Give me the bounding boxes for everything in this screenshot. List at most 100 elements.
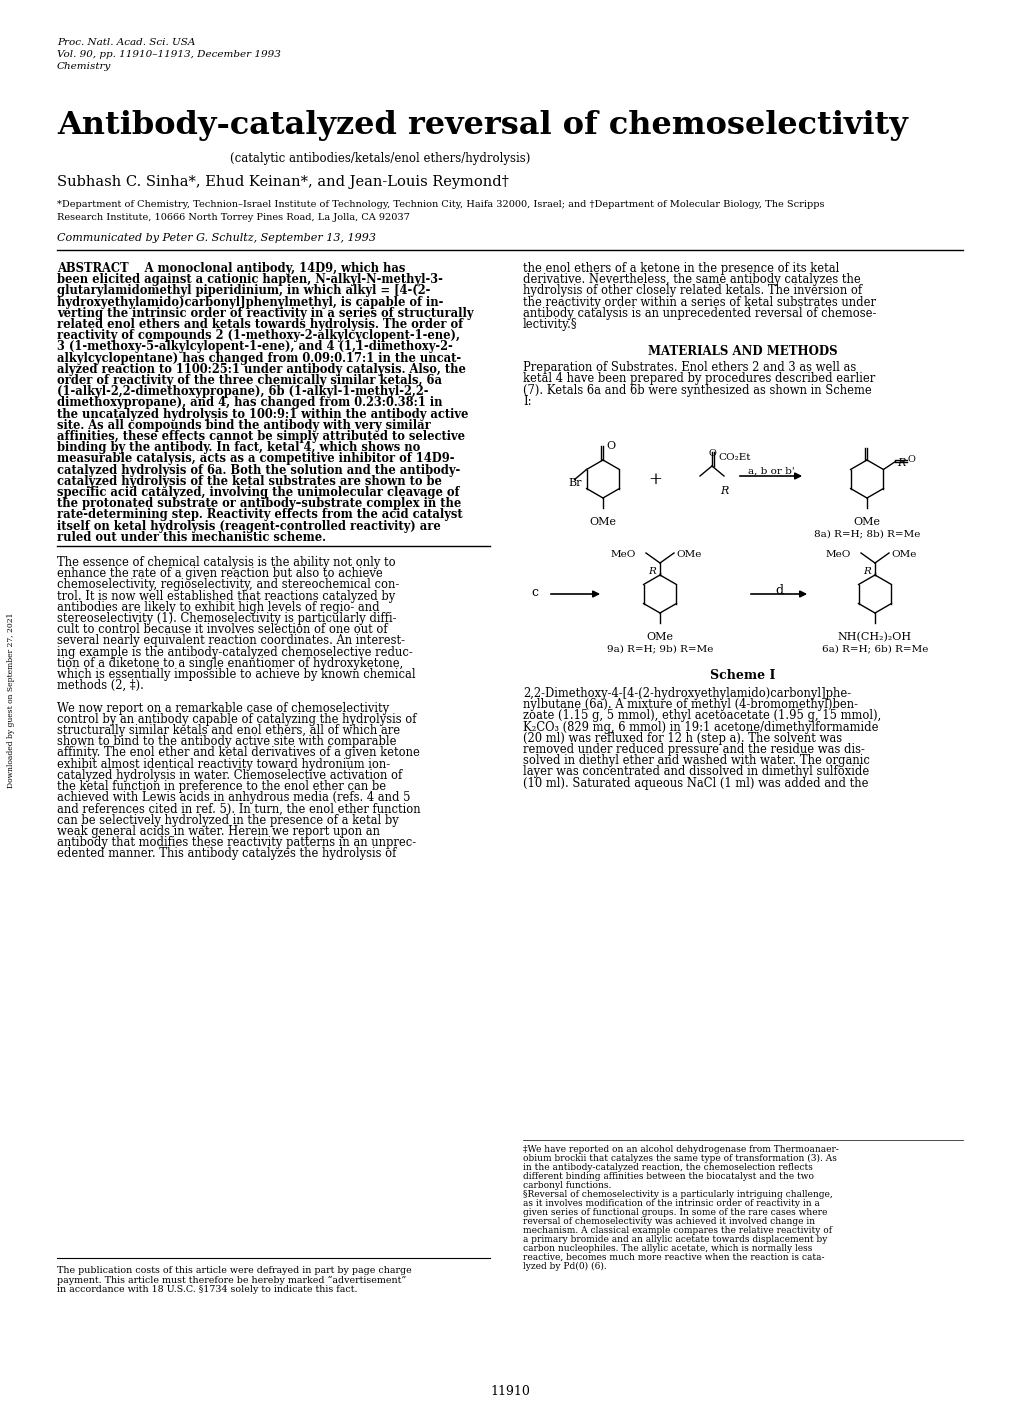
Text: achieved with Lewis acids in anhydrous media (refs. 4 and 5: achieved with Lewis acids in anhydrous m… <box>57 791 410 805</box>
Text: The publication costs of this article were defrayed in part by page charge: The publication costs of this article we… <box>57 1266 412 1274</box>
Text: reactive, becomes much more reactive when the reaction is cata-: reactive, becomes much more reactive whe… <box>523 1253 823 1262</box>
Text: (20 ml) was refluxed for 12 h (step a). The solvent was: (20 ml) was refluxed for 12 h (step a). … <box>523 732 842 744</box>
Text: d: d <box>774 585 783 597</box>
Text: The essence of chemical catalysis is the ability not only to: The essence of chemical catalysis is the… <box>57 557 395 569</box>
Text: 6a) R=H; 6b) R=Me: 6a) R=H; 6b) R=Me <box>821 644 927 653</box>
Text: OMe: OMe <box>589 517 615 527</box>
Text: site. As all compounds bind the antibody with very similar: site. As all compounds bind the antibody… <box>57 419 430 432</box>
Text: catalyzed hydrolysis of 6a. Both the solution and the antibody-: catalyzed hydrolysis of 6a. Both the sol… <box>57 464 460 477</box>
Text: affinity. The enol ether and ketal derivatives of a given ketone: affinity. The enol ether and ketal deriv… <box>57 746 420 760</box>
Text: 11910: 11910 <box>489 1385 530 1398</box>
Text: catalyzed hydrolysis of the ketal substrates are shown to be: catalyzed hydrolysis of the ketal substr… <box>57 475 441 488</box>
Text: the uncatalyzed hydrolysis to 100:9:1 within the antibody active: the uncatalyzed hydrolysis to 100:9:1 wi… <box>57 408 468 421</box>
Text: Scheme I: Scheme I <box>709 669 774 681</box>
Text: (1-alkyl-2,2-dimethoxypropane), 6b (1-alkyl-1-methyl-2,2-: (1-alkyl-2,2-dimethoxypropane), 6b (1-al… <box>57 386 428 398</box>
Text: tion of a diketone to a single enantiomer of hydroxyketone,: tion of a diketone to a single enantiome… <box>57 656 403 670</box>
Text: itself on ketal hydrolysis (reagent-controlled reactivity) are: itself on ketal hydrolysis (reagent-cont… <box>57 520 440 533</box>
Text: c: c <box>531 586 538 599</box>
Text: and references cited in ref. 5). In turn, the enol ether function: and references cited in ref. 5). In turn… <box>57 802 420 816</box>
Text: O: O <box>605 442 614 451</box>
Text: Communicated by Peter G. Schultz, September 13, 1993: Communicated by Peter G. Schultz, Septem… <box>57 233 376 243</box>
Text: ing example is the antibody-catalyzed chemoselective reduc-: ing example is the antibody-catalyzed ch… <box>57 645 413 659</box>
Text: layer was concentrated and dissolved in dimethyl sulfoxide: layer was concentrated and dissolved in … <box>523 765 868 778</box>
Text: affinities, these effects cannot be simply attributed to selective: affinities, these effects cannot be simp… <box>57 430 465 443</box>
Text: 8a) R=H; 8b) R=Me: 8a) R=H; 8b) R=Me <box>813 529 919 538</box>
Text: a, b or b': a, b or b' <box>747 467 794 477</box>
Text: lyzed by Pd(0) (6).: lyzed by Pd(0) (6). <box>523 1262 606 1272</box>
Text: (7). Ketals 6a and 6b were synthesized as shown in Scheme: (7). Ketals 6a and 6b were synthesized a… <box>523 384 871 397</box>
Text: stereoselectivity (1). Chemoselectivity is particularly diffi-: stereoselectivity (1). Chemoselectivity … <box>57 613 396 625</box>
Text: given series of functional groups. In some of the rare cases where: given series of functional groups. In so… <box>523 1209 826 1217</box>
Text: trol. It is now well established that reactions catalyzed by: trol. It is now well established that re… <box>57 590 395 603</box>
Text: OMe: OMe <box>646 632 673 642</box>
Text: structurally similar ketals and enol ethers, all of which are: structurally similar ketals and enol eth… <box>57 723 399 737</box>
Text: 3 (1-methoxy-5-alkylcylopent-1-ene), and 4 (1,1-dimethoxy-2-: 3 (1-methoxy-5-alkylcylopent-1-ene), and… <box>57 341 452 353</box>
Text: control by an antibody capable of catalyzing the hydrolysis of: control by an antibody capable of cataly… <box>57 712 416 726</box>
Text: exhibit almost identical reactivity toward hydronium ion-: exhibit almost identical reactivity towa… <box>57 757 389 771</box>
Text: measurable catalysis, acts as a competitive inhibitor of 14D9-: measurable catalysis, acts as a competit… <box>57 453 454 465</box>
Text: several nearly equivalent reaction coordinates. An interest-: several nearly equivalent reaction coord… <box>57 634 405 648</box>
Text: Proc. Natl. Acad. Sci. USA: Proc. Natl. Acad. Sci. USA <box>57 38 196 48</box>
Text: dimethoxypropane), and 4, has changed from 0.23:0.38:1 in: dimethoxypropane), and 4, has changed fr… <box>57 397 442 409</box>
Text: the enol ethers of a ketone in the presence of its ketal: the enol ethers of a ketone in the prese… <box>523 262 839 275</box>
Text: a primary bromide and an allylic acetate towards displacement by: a primary bromide and an allylic acetate… <box>523 1235 826 1244</box>
Text: reversal of chemoselectivity was achieved it involved change in: reversal of chemoselectivity was achieve… <box>523 1217 814 1225</box>
Text: shown to bind to the antibody active site with comparable: shown to bind to the antibody active sit… <box>57 735 396 749</box>
Text: +: + <box>647 471 661 488</box>
Text: Preparation of Substrates. Enol ethers 2 and 3 as well as: Preparation of Substrates. Enol ethers 2… <box>523 362 855 374</box>
Text: order of reactivity of the three chemically similar ketals, 6a: order of reactivity of the three chemica… <box>57 374 441 387</box>
Text: binding by the antibody. In fact, ketal 4, which shows no: binding by the antibody. In fact, ketal … <box>57 442 420 454</box>
Text: OMe: OMe <box>891 550 915 559</box>
Text: been elicited against a cationic hapten, N-alkyl-N-methyl-3-: been elicited against a cationic hapten,… <box>57 273 442 286</box>
Text: alyzed reaction to 1100:25:1 under antibody catalysis. Also, the: alyzed reaction to 1100:25:1 under antib… <box>57 363 466 376</box>
Text: rate-determining step. Reactivity effects from the acid catalyst: rate-determining step. Reactivity effect… <box>57 509 463 522</box>
Text: (catalytic antibodies/ketals/enol ethers/hydrolysis): (catalytic antibodies/ketals/enol ethers… <box>229 151 530 165</box>
Text: *Department of Chemistry, Technion–Israel Institute of Technology, Technion City: *Department of Chemistry, Technion–Israe… <box>57 200 823 209</box>
Text: Subhash C. Sinha*, Ehud Keinan*, and Jean-Louis Reymond†: Subhash C. Sinha*, Ehud Keinan*, and Jea… <box>57 175 508 189</box>
Text: the ketal function in preference to the enol ether can be: the ketal function in preference to the … <box>57 780 386 794</box>
Text: nylbutane (6a). A mixture of methyl (4-bromomethyl)ben-: nylbutane (6a). A mixture of methyl (4-b… <box>523 698 857 711</box>
Text: removed under reduced pressure and the residue was dis-: removed under reduced pressure and the r… <box>523 743 864 756</box>
Text: §Reversal of chemoselectivity is a particularly intriguing challenge,: §Reversal of chemoselectivity is a parti… <box>523 1190 832 1199</box>
Text: hydrolysis of other closely related ketals. The inversion of: hydrolysis of other closely related keta… <box>523 285 861 297</box>
Text: catalyzed hydrolysis in water. Chemoselective activation of: catalyzed hydrolysis in water. Chemosele… <box>57 768 401 782</box>
Text: ruled out under this mechanistic scheme.: ruled out under this mechanistic scheme. <box>57 531 326 544</box>
Text: related enol ethers and ketals towards hydrolysis. The order of: related enol ethers and ketals towards h… <box>57 318 463 331</box>
Text: obium brockii that catalyzes the same type of transformation (3). As: obium brockii that catalyzes the same ty… <box>523 1154 836 1164</box>
Text: NH(CH₂)₂OH: NH(CH₂)₂OH <box>838 632 911 642</box>
Text: which is essentially impossible to achieve by known chemical: which is essentially impossible to achie… <box>57 667 415 681</box>
Text: (10 ml). Saturated aqueous NaCl (1 ml) was added and the: (10 ml). Saturated aqueous NaCl (1 ml) w… <box>523 777 867 789</box>
Text: alkylcyclopentane) has changed from 0.09:0.17:1 in the uncat-: alkylcyclopentane) has changed from 0.09… <box>57 352 461 365</box>
Text: payment. This article must therefore be hereby marked “advertisement”: payment. This article must therefore be … <box>57 1276 406 1284</box>
Text: mechanism. A classical example compares the relative reactivity of: mechanism. A classical example compares … <box>523 1225 832 1235</box>
Text: R: R <box>719 486 728 496</box>
Text: ketal 4 have been prepared by procedures described earlier: ketal 4 have been prepared by procedures… <box>523 373 874 386</box>
Text: MeO: MeO <box>824 550 850 559</box>
Text: Vol. 90, pp. 11910–11913, December 1993: Vol. 90, pp. 11910–11913, December 1993 <box>57 50 280 59</box>
Text: specific acid catalyzed, involving the unimolecular cleavage of: specific acid catalyzed, involving the u… <box>57 486 459 499</box>
Text: O: O <box>707 449 715 458</box>
Text: antibodies are likely to exhibit high levels of regio- and: antibodies are likely to exhibit high le… <box>57 601 379 614</box>
Text: Downloaded by guest on September 27, 2021: Downloaded by guest on September 27, 202… <box>7 613 15 788</box>
Text: hydroxyethylamido)carbonyl]phenylmethyl, is capable of in-: hydroxyethylamido)carbonyl]phenylmethyl,… <box>57 296 443 308</box>
Text: the protonated substrate or antibody–substrate complex in the: the protonated substrate or antibody–sub… <box>57 498 461 510</box>
Text: 9a) R=H; 9b) R=Me: 9a) R=H; 9b) R=Me <box>606 644 712 653</box>
Text: ‡We have reported on an alcohol dehydrogenase from Thermoanaer-: ‡We have reported on an alcohol dehydrog… <box>523 1145 838 1154</box>
Text: R: R <box>897 457 905 467</box>
Text: chemoselectivity, regioselectivity, and stereochemical con-: chemoselectivity, regioselectivity, and … <box>57 579 398 592</box>
Text: antibody catalysis is an unprecedented reversal of chemose-: antibody catalysis is an unprecedented r… <box>523 307 875 320</box>
Text: Antibody-catalyzed reversal of chemoselectivity: Antibody-catalyzed reversal of chemosele… <box>57 109 907 142</box>
Text: CO₂Et: CO₂Et <box>717 453 750 463</box>
Text: Chemistry: Chemistry <box>57 62 111 72</box>
Text: as it involves modification of the intrinsic order of reactivity in a: as it involves modification of the intri… <box>523 1199 819 1209</box>
Text: MeO: MeO <box>610 550 636 559</box>
Text: carbon nucleophiles. The allylic acetate, which is normally less: carbon nucleophiles. The allylic acetate… <box>523 1244 811 1253</box>
Text: carbonyl functions.: carbonyl functions. <box>523 1180 610 1190</box>
Text: R: R <box>647 566 655 576</box>
Text: R: R <box>862 566 870 576</box>
Text: MATERIALS AND METHODS: MATERIALS AND METHODS <box>647 345 837 358</box>
Text: 2,2-Dimethoxy-4-[4-(2-hydroxyethylamido)carbonyl]phe-: 2,2-Dimethoxy-4-[4-(2-hydroxyethylamido)… <box>523 687 850 700</box>
Text: the reactivity order within a series of ketal substrates under: the reactivity order within a series of … <box>523 296 875 308</box>
Text: can be selectively hydrolyzed in the presence of a ketal by: can be selectively hydrolyzed in the pre… <box>57 813 398 827</box>
Text: lectivity.§: lectivity.§ <box>523 318 577 331</box>
